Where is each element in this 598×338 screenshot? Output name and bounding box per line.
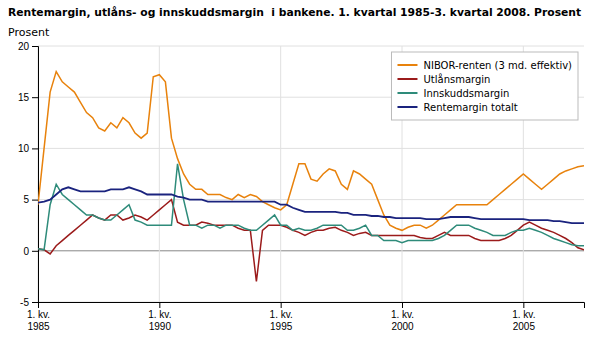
y-tick-label: 0 [23, 246, 29, 257]
legend-item: Utlånsmargin [397, 73, 490, 85]
x-tick-mark [523, 302, 524, 308]
lines [38, 72, 584, 282]
y-tick-mark [32, 302, 38, 303]
legend-swatch [397, 92, 417, 94]
legend-label: Rentemargin totalt [423, 102, 517, 113]
y-tick-label: 10 [18, 143, 30, 154]
legend-item: Innskuddsmargin [397, 88, 509, 99]
series-line [38, 72, 584, 231]
x-tick-label: 1. kv.1995 [270, 309, 293, 332]
legend-swatch [397, 106, 417, 108]
chart: Rentemargin, utlåns- og innskuddsmargin … [0, 0, 598, 338]
legend-label: Innskuddsmargin [423, 88, 509, 99]
title: Rentemargin, utlåns- og innskuddsmargin … [8, 6, 581, 19]
y-axis-label: Prosent [8, 26, 50, 39]
y-tick: 15 [18, 92, 38, 103]
legend-label: Utlånsmargin [423, 73, 490, 85]
plot: -5 0 5 10 15 20 1. kv.1985 1. kv.1990 1. kv.1995… [18, 41, 585, 332]
y-tick: 0 [23, 246, 38, 257]
y-grid-line [38, 250, 584, 251]
x-grid-line [280, 46, 281, 302]
y-tick-label: 15 [18, 92, 30, 103]
x-grid-line [159, 46, 160, 302]
x-tick: 1. kv.1995 [270, 302, 293, 332]
x-tick-label: 1. kv.1985 [27, 309, 50, 332]
series-line [38, 187, 584, 223]
y-tick: 10 [18, 143, 38, 154]
y-tick: 20 [18, 41, 38, 52]
axis-line [32, 47, 39, 303]
y-tick-label: -5 [20, 297, 29, 308]
legend-swatch [397, 78, 417, 80]
x-axis: 1. kv.1985 1. kv.1990 1. kv.1995 1. kv.2000… [27, 302, 585, 332]
y-grid-line [38, 46, 584, 47]
y-tick: 5 [23, 194, 38, 205]
x-tick-mark [281, 302, 282, 308]
y-tick-mark [32, 148, 38, 149]
x-tick-mark [159, 302, 160, 308]
y-tick-mark [32, 97, 38, 98]
y-tick-mark [32, 251, 38, 252]
y-axis: -5 0 5 10 15 20 [18, 41, 39, 308]
x-tick-label: 1. kv.1990 [148, 309, 171, 332]
x-tick: 1. kv.1985 [27, 302, 50, 332]
legend-item: NIBOR-renten (3 md. effektiv) [397, 60, 572, 71]
legend-item: Rentemargin totalt [397, 102, 517, 113]
x-tick-label: 1. kv.2005 [512, 309, 535, 332]
y-tick: -5 [20, 297, 38, 308]
y-tick-mark [32, 46, 38, 47]
legend-frame [391, 52, 578, 120]
grid [38, 46, 584, 302]
series-line [38, 164, 584, 250]
x-tick-mark [38, 302, 39, 308]
x-tick-label: 1. kv.2000 [391, 309, 414, 332]
x-tick: 1. kv.1990 [148, 302, 171, 332]
y-grid-line [38, 148, 584, 149]
x-tick-mark [402, 302, 403, 308]
x-tick: 1. kv.2005 [512, 302, 535, 332]
y-tick-label: 5 [23, 194, 29, 205]
legend-label: NIBOR-renten (3 md. effektiv) [423, 60, 572, 71]
legend: NIBOR-renten (3 md. effektiv) Utlånsmargi… [391, 52, 578, 120]
y-tick-mark [32, 200, 38, 201]
y-grid-line [38, 199, 584, 200]
y-tick-label: 20 [18, 41, 30, 52]
legend-swatch [397, 64, 417, 66]
axis-line [39, 303, 585, 309]
x-tick: 1. kv.2000 [391, 302, 414, 332]
